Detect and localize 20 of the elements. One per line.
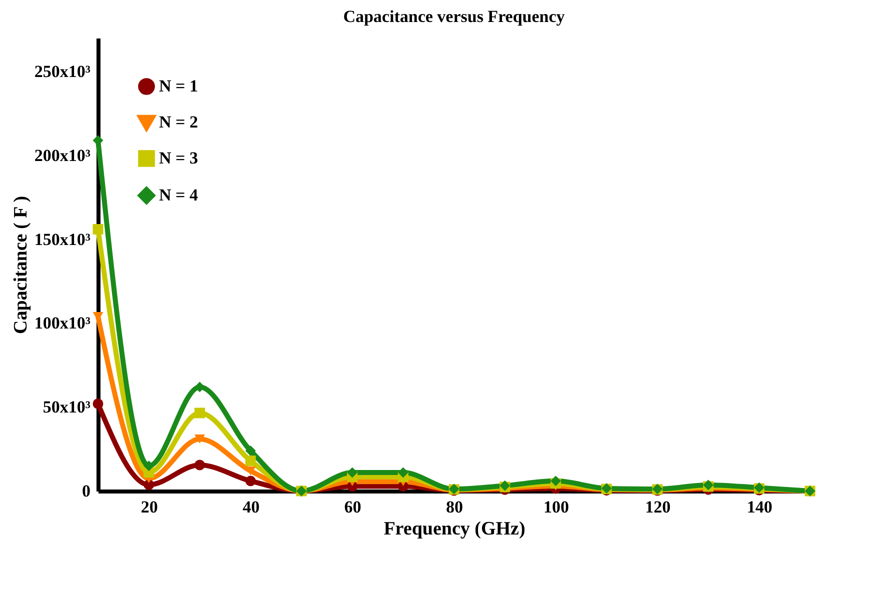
x-tick-label: 120 [645,498,671,516]
y-axis-title: Capacitance ( F ) [10,196,32,334]
x-axis-title: Frequency (GHz) [384,518,526,540]
legend-label: N = 4 [159,186,198,204]
legend-label: N = 2 [159,112,198,132]
x-tick-label: 40 [242,498,260,516]
legend-label: N = 3 [159,148,198,168]
x-tick-label: 20 [140,498,158,516]
x-tick-label: 80 [446,498,463,516]
y-tick-label: 0 [82,482,90,500]
y-tick-label: 250x10³ [34,62,90,82]
chart-title: Capacitance versus Frequency [343,7,566,26]
x-tick-label: 140 [746,498,772,516]
legend-label: N = 1 [159,76,198,96]
y-tick-label: 100x10³ [34,314,90,333]
x-tick-label: 60 [344,498,362,516]
y-tick-label: 200x10³ [34,146,90,165]
y-tick-label: 50x10³ [42,398,90,417]
y-tick-label: 150x10³ [34,230,90,249]
x-tick-label: 100 [543,498,569,516]
